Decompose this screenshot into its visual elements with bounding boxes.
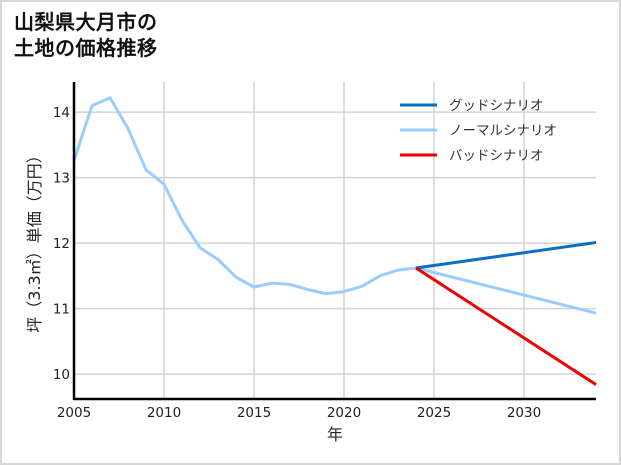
y-axis-label: 坪（3.3㎡）単価（万円） <box>25 147 44 332</box>
legend-label: ノーマルシナリオ <box>449 123 557 139</box>
y-tick-label: 12 <box>53 236 70 252</box>
x-tick-label: 2010 <box>147 405 181 421</box>
series-line-1 <box>72 96 597 315</box>
legend-item: ノーマルシナリオ <box>400 123 557 139</box>
legend-item: グッドシナリオ <box>400 98 544 114</box>
legend-item: バッドシナリオ <box>400 148 544 164</box>
y-tick-label: 10 <box>53 367 70 383</box>
x-tick-label: 2030 <box>507 405 541 421</box>
axes <box>72 82 596 401</box>
legend-label: バッドシナリオ <box>449 148 544 164</box>
x-tick-label: 2025 <box>417 405 451 421</box>
x-axis-label: 年 <box>327 425 343 444</box>
y-tick-labels: 10 11 12 13 14 <box>53 105 70 383</box>
legend-label: グッドシナリオ <box>449 98 544 114</box>
series-line-0 <box>415 241 597 270</box>
x-tick-label: 2020 <box>327 405 361 421</box>
data-lines <box>72 96 597 386</box>
y-tick-label: 14 <box>53 105 70 121</box>
chart-title: 山梨県大月市の 土地の価格推移 <box>14 10 158 60</box>
x-tick-label: 2005 <box>57 405 91 421</box>
x-tick-label: 2015 <box>237 405 271 421</box>
x-tick-labels: 2005 2010 2015 2020 2025 2030 <box>57 405 541 421</box>
series-line-2 <box>415 266 597 386</box>
y-tick-label: 11 <box>53 302 70 318</box>
y-tick-label: 13 <box>53 171 70 187</box>
